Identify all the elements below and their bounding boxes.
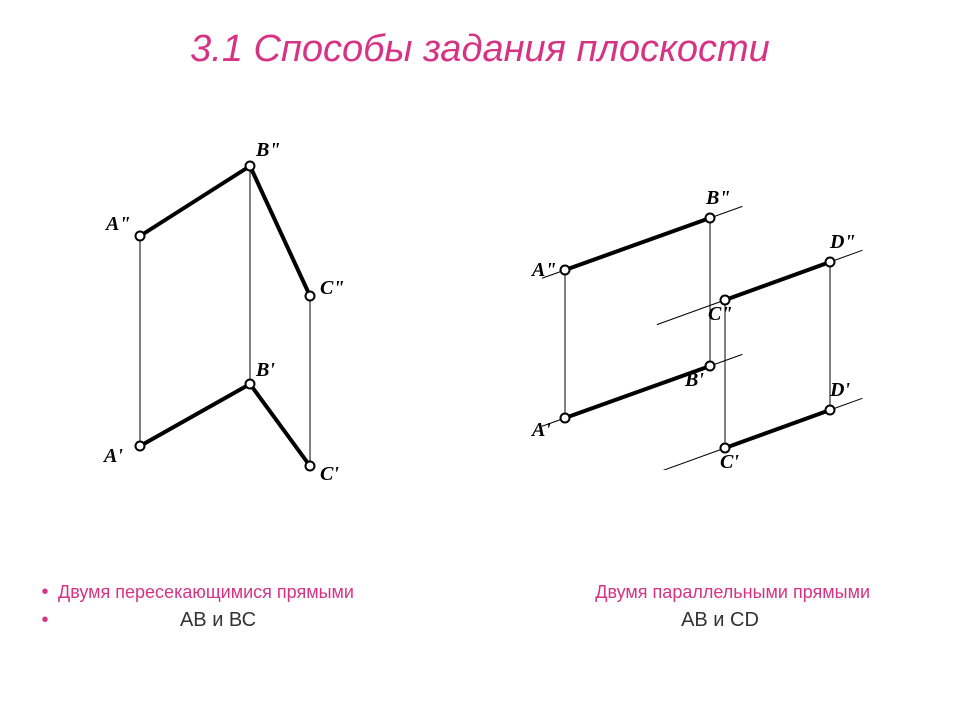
- slide-title: 3.1 Способы задания плоскости: [0, 28, 960, 71]
- caption-block: • Двумя пересекающимися прямыми Двумя па…: [40, 582, 930, 632]
- caption-left-heading: Двумя пересекающимися прямыми: [58, 582, 354, 603]
- bullet-icon: •: [40, 610, 50, 630]
- svg-text:D": D": [829, 231, 856, 253]
- svg-text:C': C': [320, 463, 339, 485]
- svg-text:D': D': [829, 379, 850, 401]
- svg-text:B': B': [255, 359, 275, 381]
- svg-text:C': C': [720, 451, 739, 470]
- caption-row-1: • Двумя пересекающимися прямыми Двумя па…: [40, 582, 930, 603]
- caption-right-sub: АВ и СD: [570, 609, 870, 632]
- diagram-row: A" B" C" A' B' C' A" B" C" D" A' B' C' D': [0, 130, 960, 510]
- svg-text:A': A': [530, 419, 551, 441]
- svg-text:A": A": [104, 213, 130, 235]
- diagram-intersecting-lines: A" B" C" A' B' C': [100, 136, 360, 496]
- svg-text:B': B': [684, 369, 704, 391]
- caption-row-2: • АВ и ВС АВ и СD: [40, 609, 930, 632]
- caption-right-heading: Двумя параллельными прямыми: [595, 582, 870, 603]
- svg-text:A": A": [530, 259, 556, 281]
- slide: 3.1 Способы задания плоскости A" B" C" A' B'…: [0, 0, 960, 720]
- svg-text:A': A': [102, 445, 123, 467]
- caption-left-sub: АВ и ВС: [58, 609, 378, 632]
- bullet-icon: •: [40, 582, 50, 602]
- svg-text:C": C": [708, 303, 732, 325]
- svg-text:C": C": [320, 277, 344, 299]
- diagram-parallel-lines: A" B" C" D" A' B' C' D': [510, 170, 870, 470]
- svg-text:B": B": [705, 187, 730, 209]
- svg-text:B": B": [255, 139, 280, 161]
